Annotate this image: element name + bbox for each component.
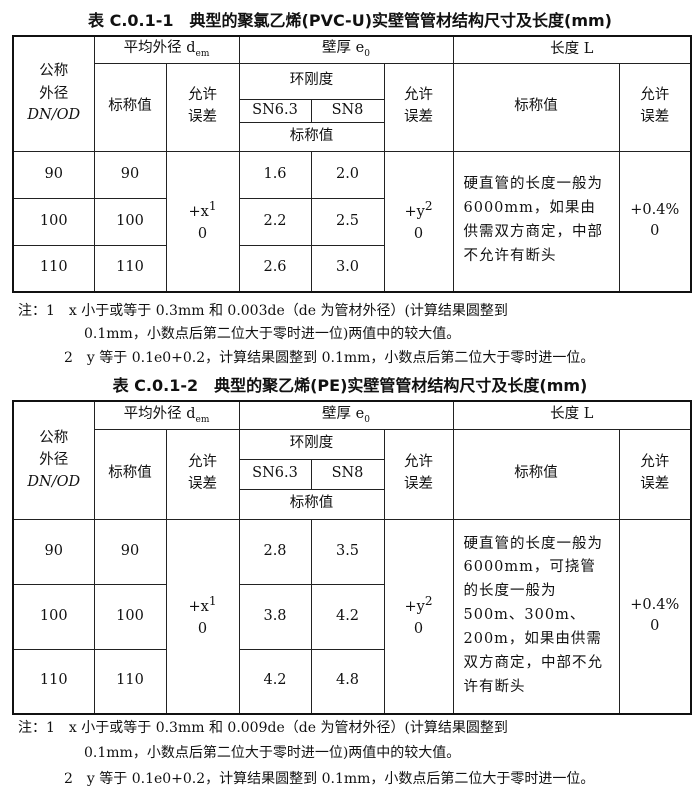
length-tolerance: +0.4% 0: [618, 518, 692, 715]
table2-title: 表 C.0.1-2 典型的聚乙烯(PE)实壁管管材结构尺寸及长度(mm): [112, 376, 588, 395]
length-tolerance-header: 允许误差: [618, 62, 692, 152]
dem-cell: 90: [93, 150, 167, 199]
length-tolerance-header: 允许误差: [618, 428, 692, 520]
note-line: 2 y 等于 0.1e0+0.2，计算结果圆整到 0.1mm，小数点后第二位大于…: [64, 771, 595, 787]
wall-tolerance-header: 允许误差: [383, 62, 454, 152]
dem-cell: 110: [93, 648, 167, 715]
dn-cell: 90: [12, 518, 95, 585]
length-nominal-header: 标称值: [452, 62, 620, 152]
sn63-cell: 2.8: [238, 518, 312, 585]
dn-cell: 110: [12, 244, 95, 293]
dn-cell: 100: [12, 583, 95, 650]
sn63-cell: 2.6: [238, 244, 312, 293]
dem-cell: 100: [93, 583, 167, 650]
note-line: 2 y 等于 0.1e0+0.2，计算结果圆整到 0.1mm，小数点后第二位大于…: [64, 350, 595, 366]
table1: 公称外径 DN/OD 平均外径 dem 壁厚 e0 长度 L 标称值 允许误差 环…: [12, 35, 692, 293]
sn8-cell: 4.8: [310, 648, 385, 715]
dem-header: 平均外径 dem: [93, 35, 240, 64]
wall-tolerance: +y2 0: [383, 518, 454, 715]
dem-tolerance-header: 允许误差: [165, 62, 240, 152]
note-line: 注：1 x 小于或等于 0.3mm 和 0.009de（de 为管材外径）(计算…: [18, 720, 508, 736]
dem-cell: 90: [93, 518, 167, 585]
dem-tolerance: +x1 0: [165, 150, 240, 293]
sn8-cell: 3.5: [310, 518, 385, 585]
table2: 公称外径 DN/OD 平均外径 dem 壁厚 e0 长度 L 标称值 允许误差 环…: [12, 400, 692, 715]
sn63-header: SN6.3: [238, 458, 312, 490]
wall-header: 壁厚 e0: [238, 400, 454, 430]
wall-tolerance-header: 允许误差: [383, 428, 454, 520]
dn-header: 公称外径 DN/OD: [12, 35, 95, 152]
wall-tolerance: +y2 0: [383, 150, 454, 293]
dem-header: 平均外径 dem: [93, 400, 240, 430]
sn8-cell: 2.0: [310, 150, 385, 199]
dn-header: 公称外径 DN/OD: [12, 400, 95, 520]
table1-title: 表 C.0.1-1 典型的聚氯乙烯(PVC-U)实壁管管材结构尺寸及长度(mm): [88, 11, 612, 30]
length-nominal-header: 标称值: [452, 428, 620, 520]
dem-cell: 110: [93, 244, 167, 293]
wall-header: 壁厚 e0: [238, 35, 454, 64]
sn63-cell: 1.6: [238, 150, 312, 199]
sn63-cell: 4.2: [238, 648, 312, 715]
sn8-cell: 2.5: [310, 197, 385, 246]
ring-stiffness-header: 环刚度: [238, 62, 385, 100]
dn-cell: 110: [12, 648, 95, 715]
dem-tolerance: +x1 0: [165, 518, 240, 715]
sn63-cell: 3.8: [238, 583, 312, 650]
table-row: 100 100 3.8 4.2: [12, 583, 691, 650]
dn-cell: 100: [12, 197, 95, 246]
table-row: 90 90 +x1 0 1.6 2.0 +y2 0 硬直管的长度一般为6000mm，…: [12, 150, 692, 293]
note-line: 注：1 x 小于或等于 0.3mm 和 0.003de（de 为管材外径）(计算…: [18, 303, 508, 319]
dem-nominal-header: 标称值: [93, 62, 167, 152]
table-row: 110 110 4.2 4.8: [12, 648, 691, 715]
sn63-header: SN6.3: [238, 98, 312, 123]
length-header: 长度 L: [452, 35, 692, 64]
sn8-header: SN8: [310, 458, 385, 490]
sn8-header: SN8: [310, 98, 385, 123]
dem-tolerance-header: 允许误差: [165, 428, 240, 520]
dem-nominal-header: 标称值: [93, 428, 167, 520]
note-line: 0.1mm，小数点后第二位大于零时进一位)两值中的较大值。: [84, 326, 461, 342]
length-nominal: 硬直管的长度一般为6000mm，如果由供需双方商定，中部不允许有断头: [452, 150, 620, 293]
table-row: 100 100 2.2 2.5: [12, 197, 691, 246]
sn63-cell: 2.2: [238, 197, 312, 246]
note-line: 0.1mm，小数点后第二位大于零时进一位)两值中的较大值。: [84, 745, 461, 761]
sn8-cell: 3.0: [310, 244, 385, 293]
length-header: 长度 L: [452, 400, 692, 430]
table-row: 110 110 2.6 3.0: [12, 244, 691, 293]
dem-cell: 100: [93, 197, 167, 246]
dn-cell: 90: [12, 150, 95, 199]
wall-nominal-header: 标称值: [238, 121, 385, 152]
table-row: 90 90 +x1 0 2.8 3.5 +y2 0 硬直管的长度一般为6000mm，…: [12, 518, 692, 715]
ring-stiffness-header: 环刚度: [238, 428, 385, 460]
length-tolerance: +0.4% 0: [618, 150, 692, 293]
wall-nominal-header: 标称值: [238, 488, 385, 520]
sn8-cell: 4.2: [310, 583, 385, 650]
length-nominal: 硬直管的长度一般为6000mm，可挠管的长度一般为500m、300m、200m，…: [452, 518, 620, 715]
